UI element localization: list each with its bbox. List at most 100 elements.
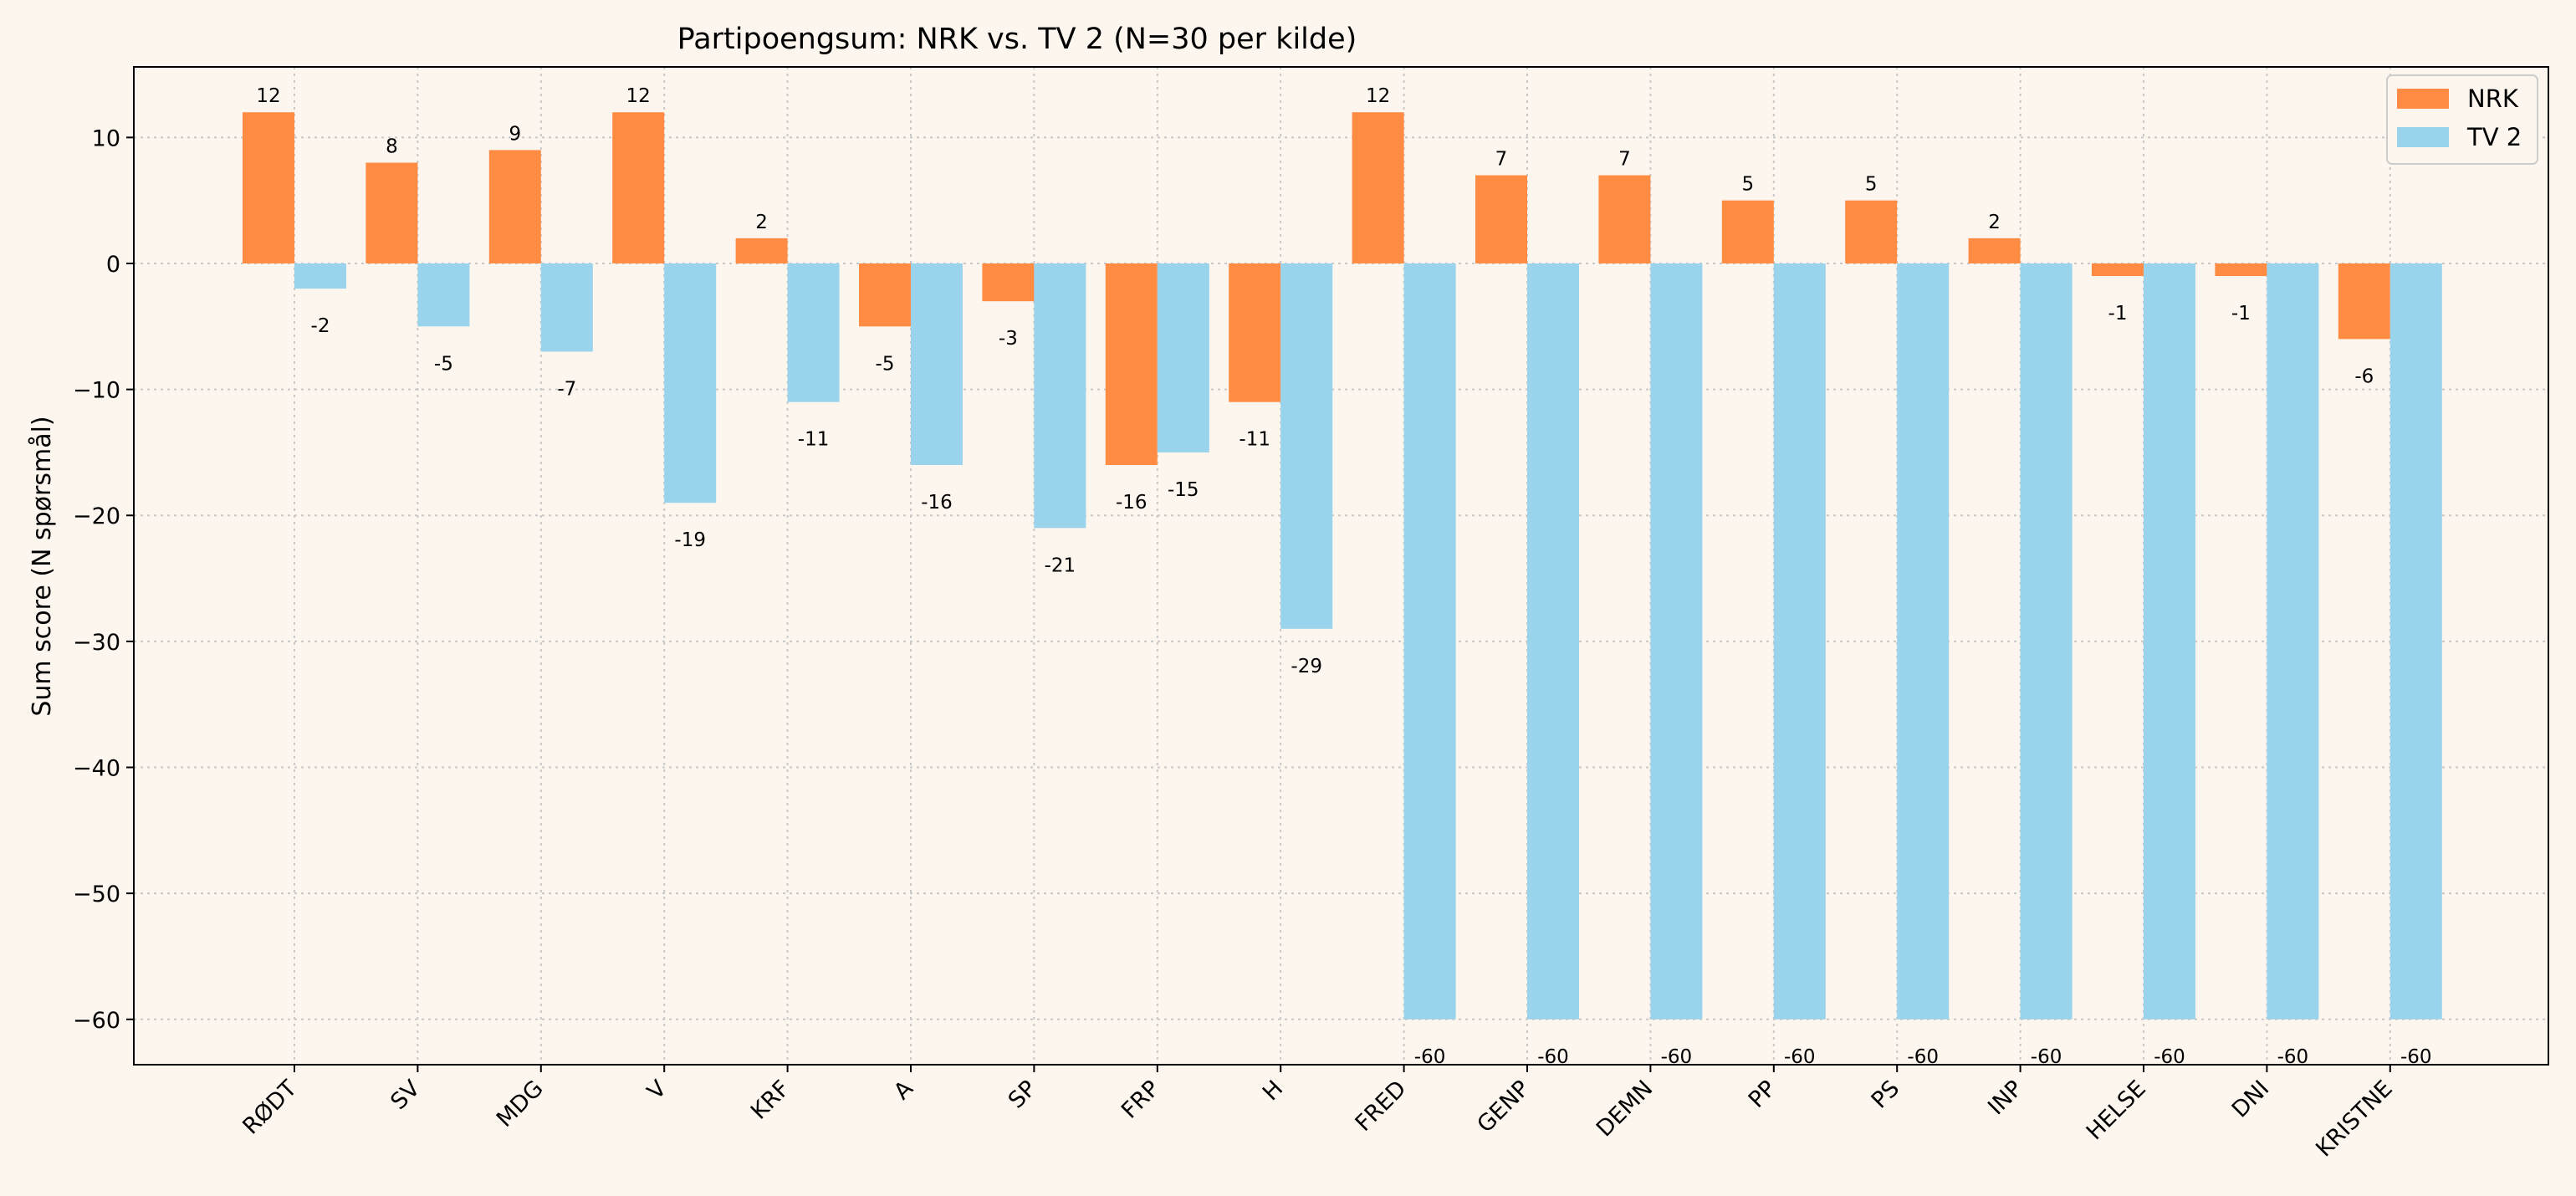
bar-nrk (1475, 175, 1527, 263)
bar-nrk (1721, 200, 1774, 263)
bar-tv2 (1773, 263, 1826, 1020)
data-label: -1 (2108, 303, 2128, 325)
legend-swatch (2397, 89, 2449, 109)
bar-tv2 (2389, 263, 2442, 1020)
legend: NRK TV 2 (2386, 74, 2538, 165)
x-tick-label: PP (1744, 1076, 1781, 1113)
bar-nrk (1229, 263, 1281, 402)
legend-label: NRK (2467, 84, 2519, 113)
bar-nrk (2092, 263, 2144, 277)
bar-tv2 (1650, 263, 1703, 1020)
data-label: 12 (1366, 85, 1390, 107)
data-label: -6 (2354, 365, 2374, 387)
bar-tv2 (1403, 263, 1456, 1020)
y-tick-label: −50 (73, 882, 120, 907)
y-tick-label: 0 (106, 252, 120, 278)
x-tick-label: FRP (1117, 1076, 1165, 1124)
bar-tv2 (787, 263, 840, 402)
data-label: -15 (1168, 479, 1199, 501)
bar-tv2 (1527, 263, 1579, 1020)
data-label: -5 (434, 353, 453, 375)
data-label: -5 (876, 353, 895, 375)
x-tick-label: KRF (746, 1076, 795, 1125)
x-tick-label: HELSE (2082, 1076, 2151, 1145)
bar-nrk (1105, 263, 1158, 465)
x-tick-label: MDG (492, 1076, 549, 1132)
bar-nrk (1352, 112, 1404, 263)
y-tick-label: −30 (73, 630, 120, 656)
bar-nrk (1968, 238, 2021, 263)
x-tick-label: PS (1867, 1076, 1905, 1114)
bar-tv2 (664, 263, 717, 503)
bar-nrk (1598, 175, 1651, 263)
data-label: 5 (1741, 174, 1754, 196)
data-label: 7 (1618, 149, 1631, 171)
bar-nrk (2338, 263, 2390, 340)
bar-nrk (982, 263, 1035, 302)
data-label: -16 (921, 492, 953, 514)
data-label: 9 (509, 123, 521, 145)
data-label: 7 (1495, 149, 1508, 171)
data-label: 5 (1865, 174, 1878, 196)
bar-nrk (612, 112, 665, 263)
y-tick-label: −60 (73, 1008, 120, 1034)
x-tick-label: DNI (2227, 1076, 2275, 1123)
bar-nrk (1845, 200, 1898, 263)
data-label: -19 (674, 529, 706, 551)
bar-tv2 (1034, 263, 1086, 529)
y-tick-label: 10 (92, 125, 120, 151)
legend-label: TV 2 (2466, 123, 2522, 151)
bar-nrk (365, 162, 418, 263)
bar-nrk (243, 112, 294, 263)
x-tick-label: KRISTNE (2311, 1076, 2397, 1162)
bar-tv2 (1157, 263, 1209, 452)
bar-nrk (735, 238, 788, 263)
data-label: -3 (999, 328, 1018, 350)
bar-tv2 (2267, 263, 2319, 1020)
x-tick-label: FRED (1351, 1076, 1412, 1137)
bar-tv2 (2144, 263, 2195, 1020)
bar-tv2 (1897, 263, 1950, 1020)
y-tick-label: −20 (73, 503, 120, 529)
data-label: 8 (386, 135, 398, 157)
data-label: -11 (1239, 429, 1270, 451)
y-tick-label: −40 (73, 756, 120, 782)
y-tick-label: −10 (73, 378, 120, 404)
data-label: -29 (1291, 656, 1322, 677)
bar-tv2 (540, 263, 593, 352)
bar-tv2 (2020, 263, 2073, 1020)
data-label: -11 (798, 429, 830, 451)
bar-nrk (2215, 263, 2267, 277)
data-label: 12 (626, 85, 651, 107)
x-tick-label: V (642, 1076, 672, 1105)
data-label: 2 (755, 212, 768, 233)
x-tick-label: RØDT (238, 1076, 302, 1140)
bar-tv2 (294, 263, 346, 289)
bar-nrk (859, 263, 911, 327)
y-axis-label: Sum score (N spørsmål) (28, 416, 57, 716)
data-label: -16 (1116, 492, 1147, 514)
x-tick-label: DEMN (1592, 1076, 1658, 1142)
x-tick-label: H (1258, 1076, 1288, 1106)
x-tick-label: A (889, 1076, 918, 1105)
plot-frame (133, 66, 2549, 1066)
x-tick-label: GENP (1472, 1076, 1535, 1138)
x-tick-label: INP (1983, 1076, 2027, 1120)
x-tick-label: SP (1004, 1076, 1042, 1114)
bar-nrk (488, 150, 541, 263)
data-label: 2 (1988, 212, 2001, 233)
bar-tv2 (911, 263, 963, 465)
data-labels: 12 8 9 12 2 -5 -3 -16 -11 12 7 7 5 5 2 -1 -1 -6 -2 -5 -7 -19 -… (256, 85, 2431, 1068)
bars (243, 112, 2442, 1020)
data-label: -2 (311, 315, 330, 337)
bar-tv2 (1280, 263, 1333, 629)
data-label: -1 (2231, 303, 2251, 325)
x-tick-label: SV (386, 1076, 425, 1115)
data-label: -7 (557, 378, 576, 400)
bar-tv2 (417, 263, 470, 327)
chart-title: Partipoengsum: NRK vs. TV 2 (N=30 per ki… (677, 23, 1357, 56)
legend-swatch (2397, 127, 2449, 147)
data-label: 12 (256, 85, 280, 107)
data-label: -21 (1045, 555, 1076, 576)
